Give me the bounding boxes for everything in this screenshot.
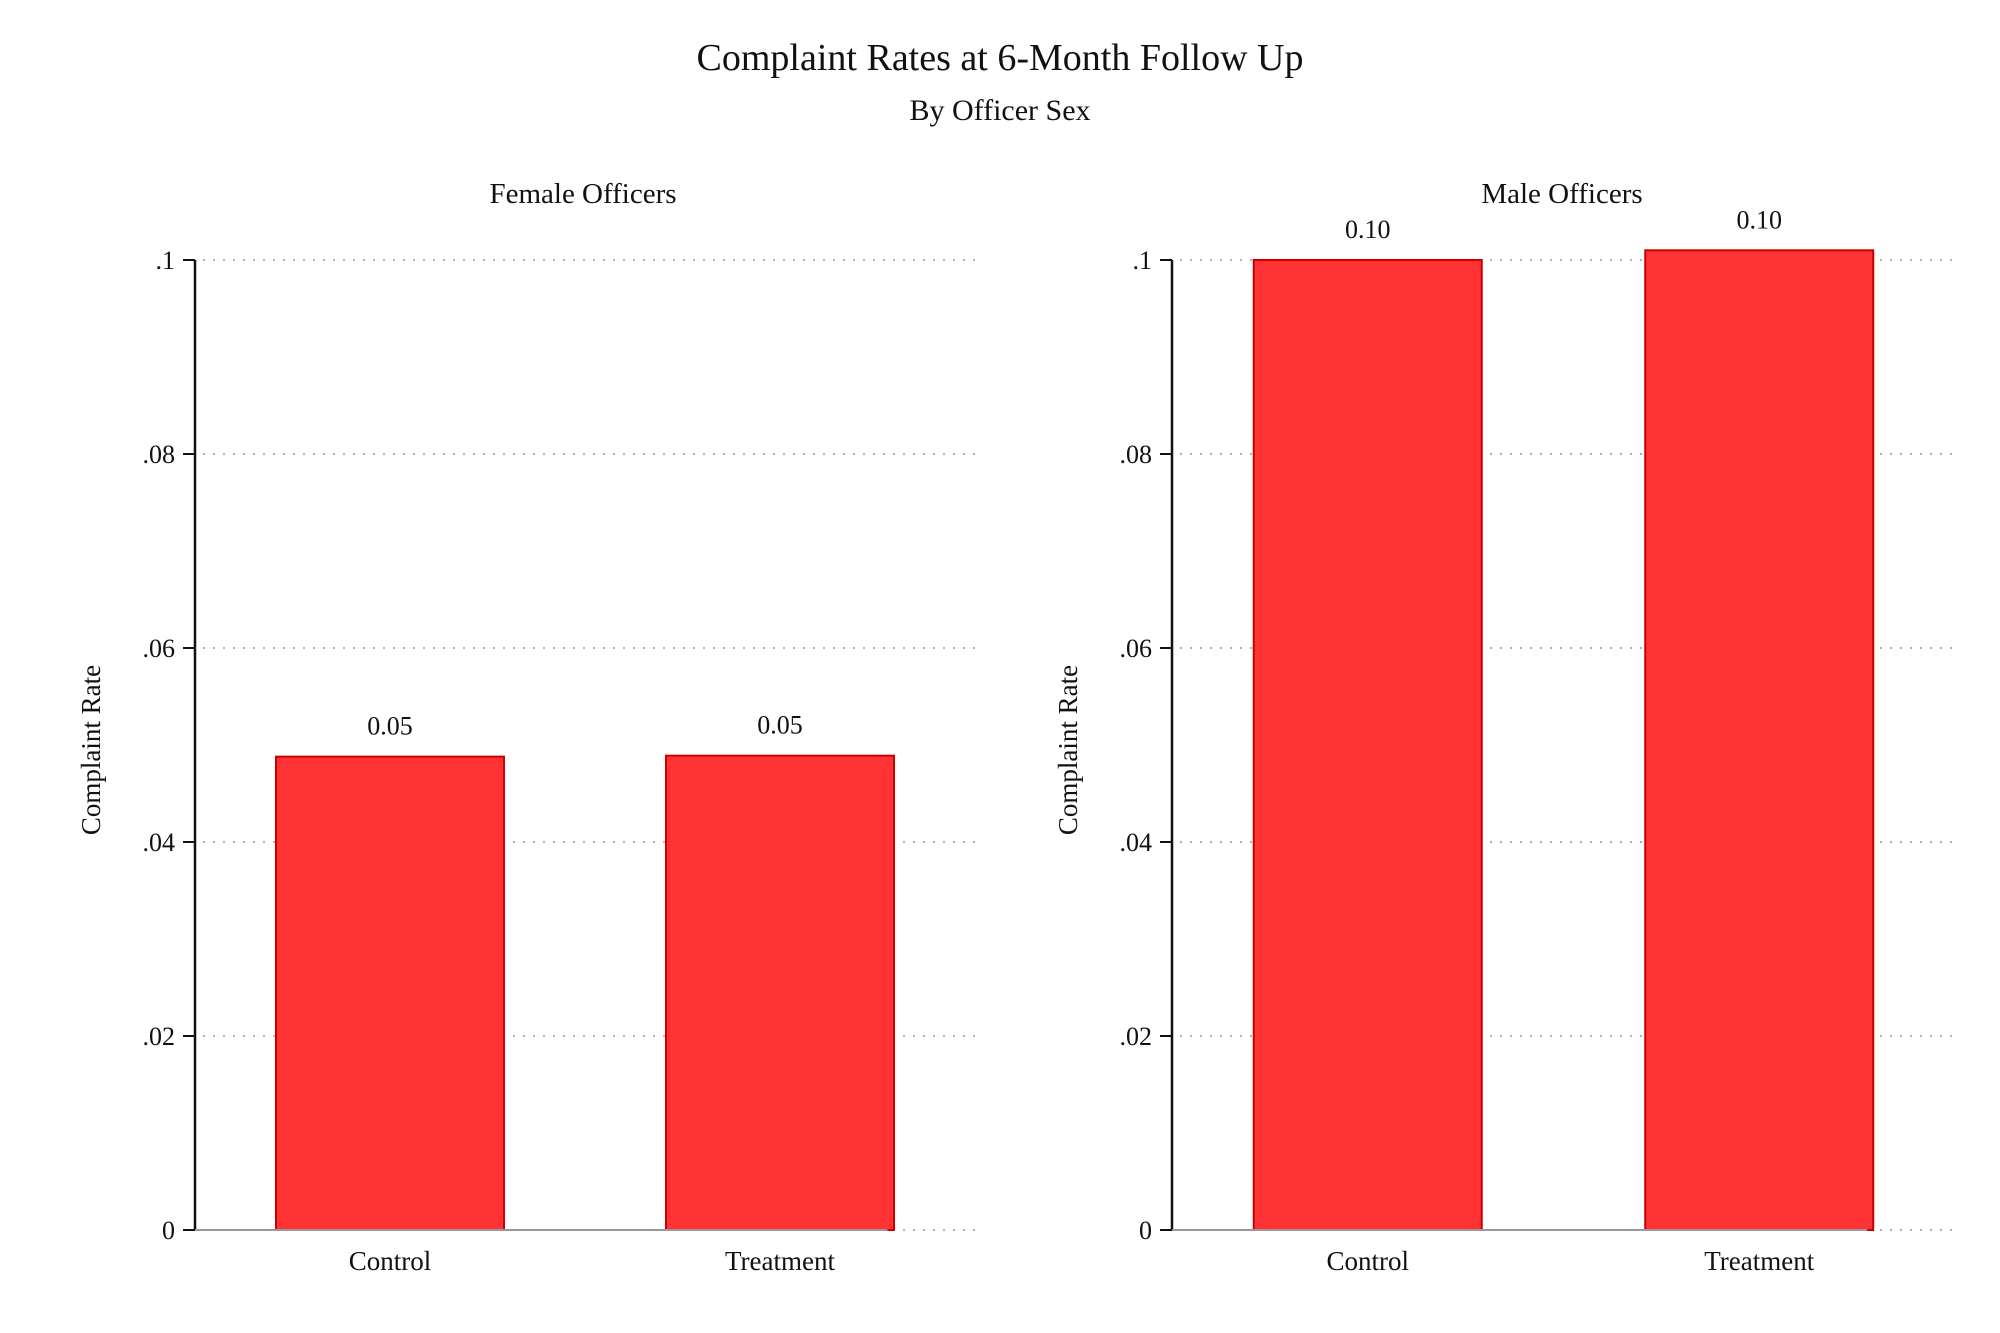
chart-title: Complaint Rates at 6-Month Follow Up: [697, 37, 1304, 79]
x-category-label: Control: [1326, 1246, 1409, 1276]
panel-title: Male Officers: [1481, 178, 1642, 210]
panel-female-officers: Female Officers 0 .02 .04 .06 .08 .1 Complaint …: [76, 178, 975, 1276]
bar-value-label: 0.10: [1737, 205, 1783, 234]
bar-control: [275, 755, 505, 1231]
y-axis-label: Complaint Rate: [76, 665, 106, 835]
x-category-label: Treatment: [725, 1246, 835, 1276]
bar-value-label: 0.05: [367, 712, 413, 741]
y-tick-label: .04: [143, 828, 176, 857]
y-tick-label: .08: [1120, 440, 1153, 469]
y-tick-label: .06: [1120, 634, 1153, 663]
y-tick-label: .08: [143, 440, 176, 469]
y-tick-label: 0: [162, 1216, 175, 1245]
y-tick-label: .1: [156, 246, 176, 275]
bar-treatment: [1644, 249, 1875, 1232]
x-category-label: Treatment: [1704, 1246, 1814, 1276]
bar-control: [1252, 259, 1483, 1231]
y-tick-label: .02: [143, 1022, 176, 1051]
y-tick-label: 0: [1139, 1216, 1152, 1245]
y-axis-label: Complaint Rate: [1053, 665, 1083, 835]
bar-value-label: 0.10: [1345, 215, 1391, 244]
chart-subtitle: By Officer Sex: [909, 94, 1090, 127]
y-tick-label: .02: [1120, 1022, 1153, 1051]
bar-value-label: 0.05: [757, 711, 803, 740]
x-category-label: Control: [349, 1246, 432, 1276]
panel-male-officers: Male Officers 0 .02 .04 .06 .08 .1 Complaint Ra…: [1053, 178, 1955, 1276]
y-tick-label: .04: [1120, 828, 1153, 857]
panel-title: Female Officers: [489, 178, 676, 210]
y-tick-label: .1: [1133, 246, 1153, 275]
bar-treatment: [665, 754, 895, 1231]
y-tick-label: .06: [143, 634, 176, 663]
